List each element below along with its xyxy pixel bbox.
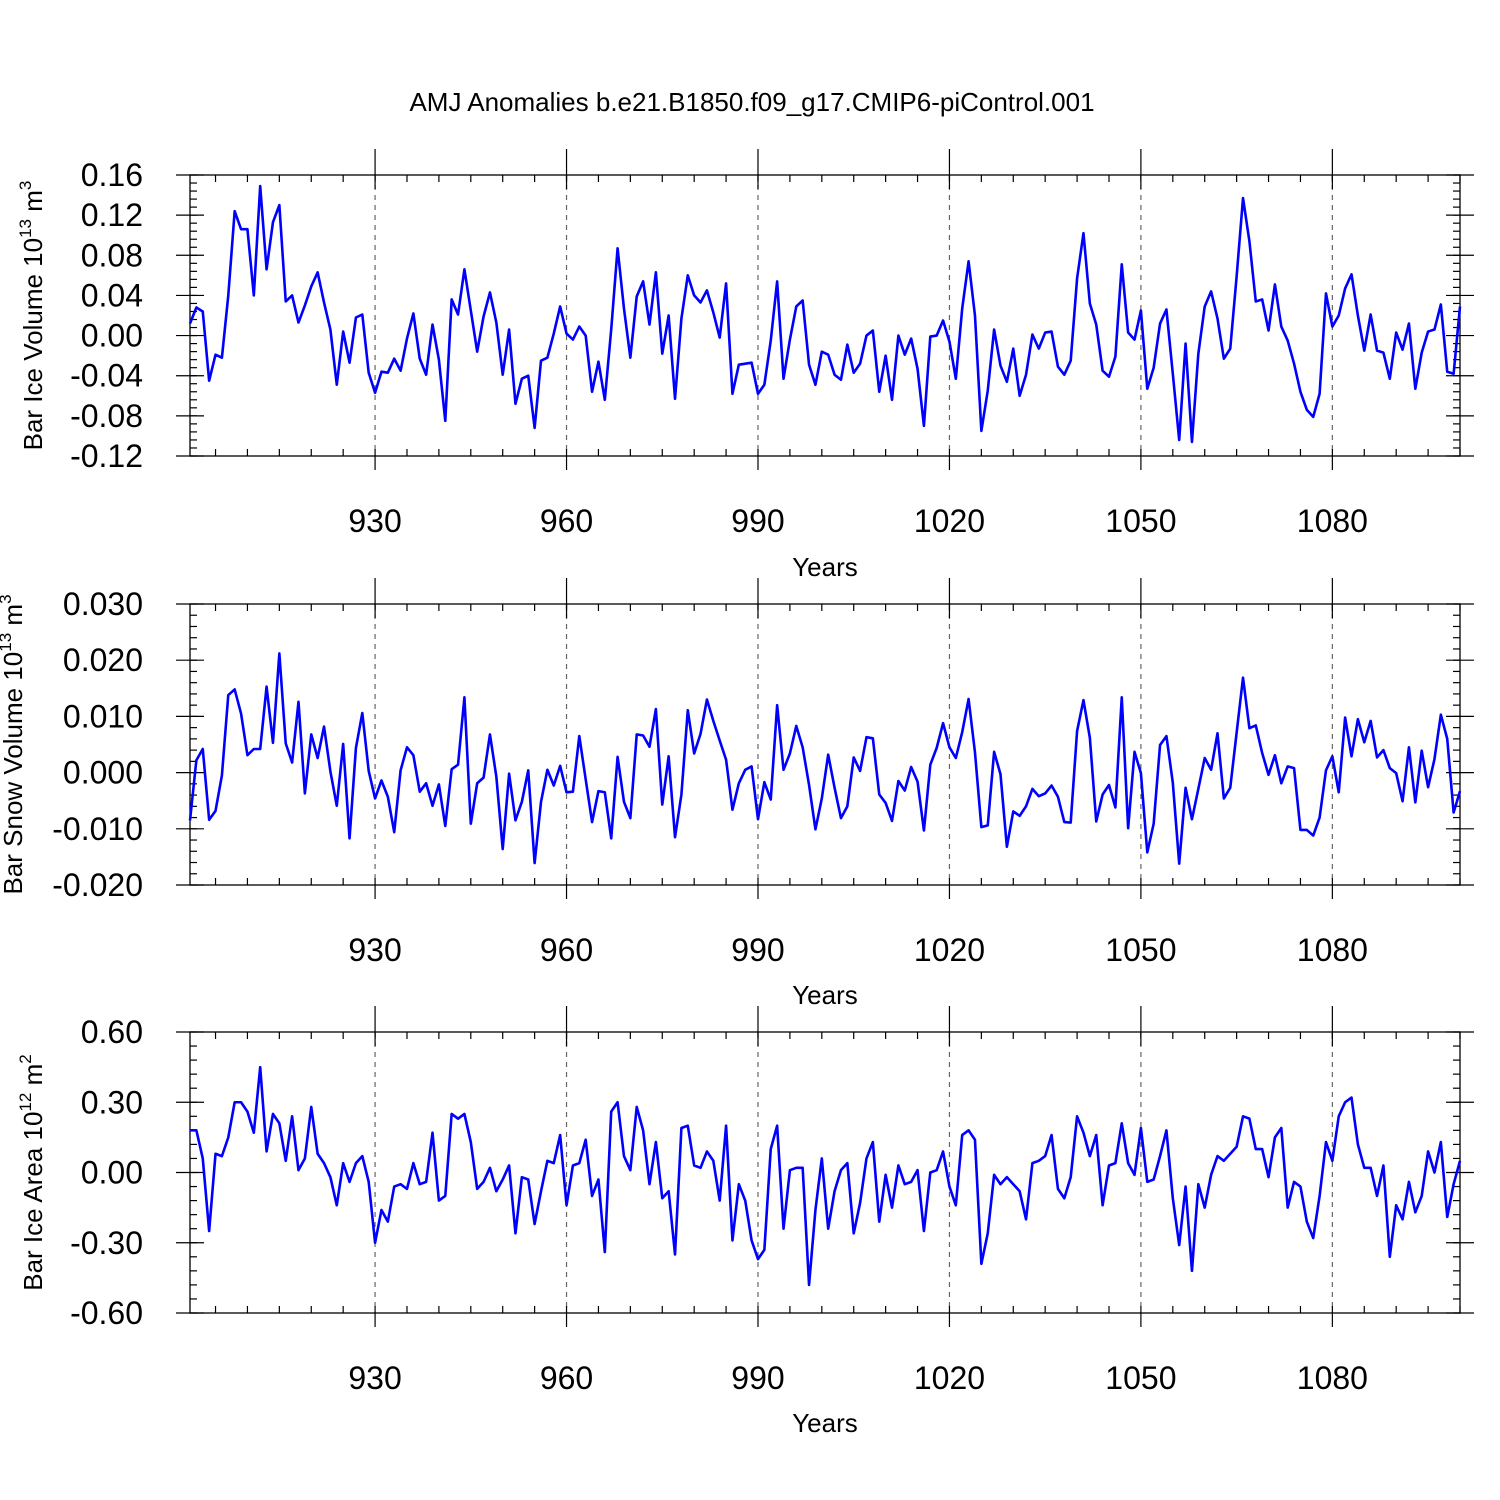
plot-frame <box>189 603 1461 886</box>
x-tick-label: 1020 <box>914 503 985 539</box>
figure-title: AMJ Anomalies b.e21.B1850.f09_g17.CMIP6-… <box>409 87 1094 117</box>
y-tick-label: -0.60 <box>70 1295 143 1331</box>
y-tick-label: 0.00 <box>81 1155 143 1191</box>
x-axis-label: Years <box>792 552 858 582</box>
x-tick-label: 930 <box>348 932 401 968</box>
y-tick-label: -0.010 <box>52 811 143 847</box>
y-axis-label-superscript: 13 <box>0 633 15 652</box>
x-tick-label: 930 <box>348 1360 401 1396</box>
x-tick-label: 1050 <box>1105 503 1176 539</box>
x-tick-label: 1080 <box>1297 932 1368 968</box>
series-line <box>188 652 1462 865</box>
y-axis-label: Bar Ice Area 1012 m2 <box>16 1054 48 1291</box>
y-axis-label-text: m <box>18 190 48 219</box>
series-line <box>190 1065 1462 1287</box>
y-tick-label: 0.60 <box>81 1014 143 1050</box>
y-tick-label: -0.12 <box>70 438 143 474</box>
y-tick-label: 0.12 <box>81 197 143 233</box>
y-tick-label: 0.000 <box>63 755 143 791</box>
x-tick-label: 960 <box>540 503 593 539</box>
y-axis-label-superscript: 3 <box>0 594 15 603</box>
x-tick-label: 1020 <box>914 932 985 968</box>
y-axis-label-text: m <box>18 1064 48 1093</box>
y-axis-label-text: m <box>0 604 28 633</box>
y-tick-label: 0.00 <box>81 318 143 354</box>
plot-frame <box>189 1031 1461 1314</box>
x-tick-label: 1080 <box>1297 1360 1368 1396</box>
x-tick-label: 930 <box>348 503 401 539</box>
y-axis-label-superscript: 2 <box>16 1054 35 1063</box>
y-tick-label: -0.04 <box>70 358 143 394</box>
x-tick-label: 990 <box>731 932 784 968</box>
panel-2: -0.020 -0.010 0.000 0.010 0.020 0.030 930 960 99… <box>0 578 1474 1010</box>
y-axis-label-text: Bar Ice Volume 10 <box>18 238 48 450</box>
y-axis-label-superscript: 13 <box>16 219 35 238</box>
x-tick-label: 1020 <box>914 1360 985 1396</box>
panel-1: -0.12 -0.08 -0.04 0.00 0.04 0.08 0.12 0.16 930 96… <box>16 149 1474 582</box>
y-axis-label-superscript: 3 <box>16 181 35 190</box>
y-tick-label: -0.08 <box>70 398 143 434</box>
y-axis-label: Bar Snow Volume 1013 m3 <box>0 594 28 894</box>
x-axis-label: Years <box>792 1408 858 1438</box>
x-axis-label: Years <box>792 980 858 1010</box>
y-axis-label-superscript: 12 <box>16 1093 35 1112</box>
x-tick-label: 1050 <box>1105 1360 1176 1396</box>
y-tick-label: 0.04 <box>81 277 143 313</box>
x-tick-label: 1050 <box>1105 932 1176 968</box>
series-line <box>188 184 1462 444</box>
y-tick-label: 0.010 <box>63 698 143 734</box>
x-tick-label: 990 <box>731 503 784 539</box>
panels: -0.12 -0.08 -0.04 0.00 0.04 0.08 0.12 0.16 930 96… <box>0 149 1474 1438</box>
y-tick-label: 0.30 <box>81 1084 143 1120</box>
y-tick-label: 0.020 <box>63 642 143 678</box>
y-tick-label: 0.16 <box>81 157 143 193</box>
x-tick-label: 1080 <box>1297 503 1368 539</box>
y-tick-label: 0.030 <box>63 586 143 622</box>
x-tick-label: 990 <box>731 1360 784 1396</box>
y-axis-label-text: Bar Snow Volume 10 <box>0 652 28 895</box>
y-axis-label: Bar Ice Volume 1013 m3 <box>16 181 48 451</box>
y-tick-label: -0.020 <box>52 867 143 903</box>
y-tick-label: 0.08 <box>81 237 143 273</box>
y-axis-label-text: Bar Ice Area 10 <box>18 1112 48 1291</box>
panel-3: -0.60 -0.30 0.00 0.30 0.60 930 960 990 1020 1050 1… <box>16 1006 1474 1438</box>
y-tick-label: -0.30 <box>70 1225 143 1261</box>
x-tick-label: 960 <box>540 932 593 968</box>
x-tick-label: 960 <box>540 1360 593 1396</box>
